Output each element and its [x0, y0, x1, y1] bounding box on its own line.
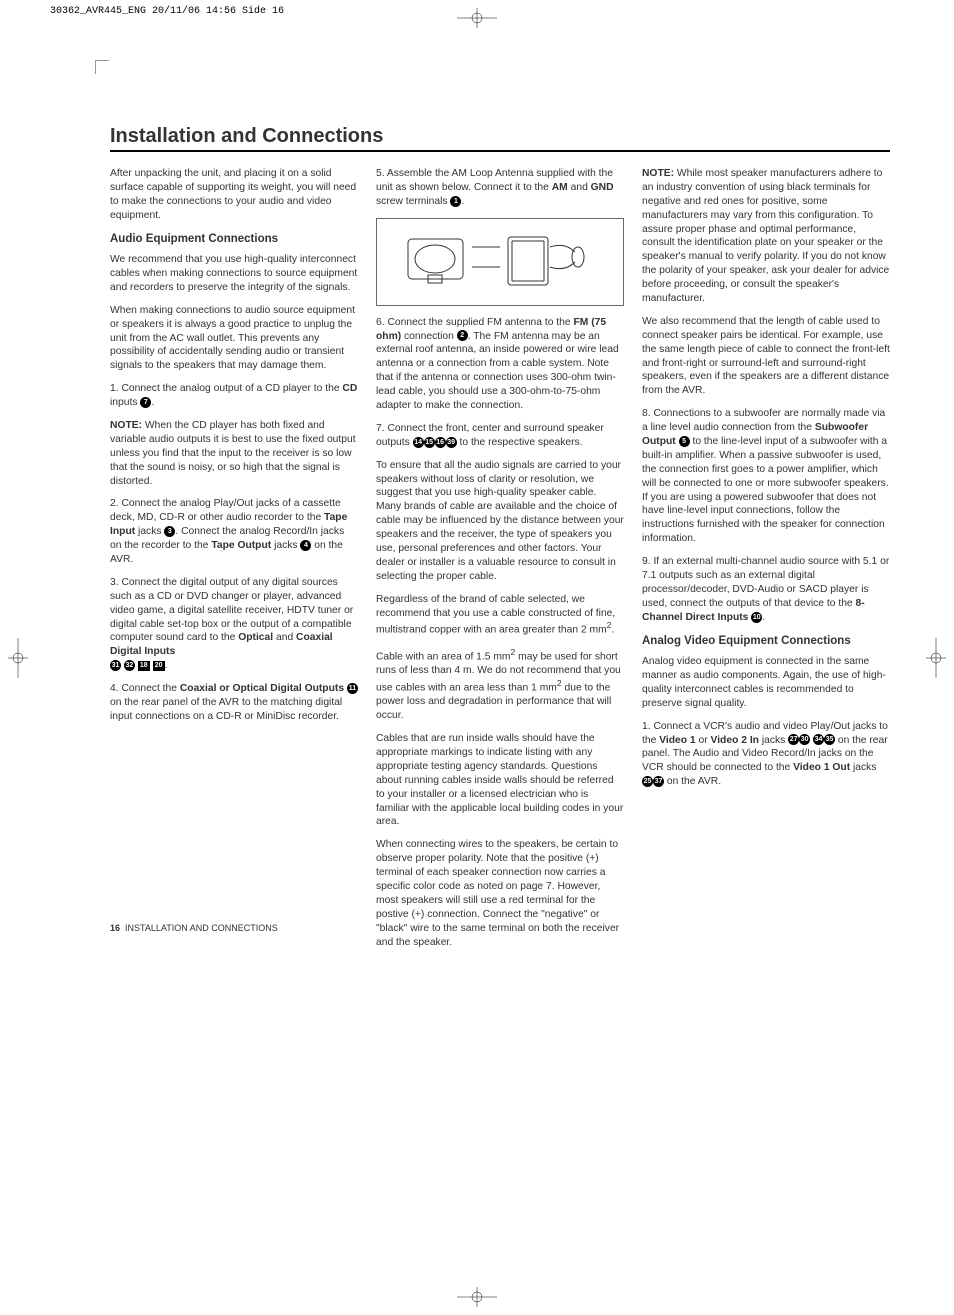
label: Video 2 In [711, 735, 759, 746]
text: jacks [135, 526, 164, 537]
step-7: 7. Connect the front, center and surroun… [376, 422, 624, 450]
text: . [611, 625, 614, 636]
heading-video-connections: Analog Video Equipment Connections [642, 634, 890, 650]
ref-icon: 3 [164, 526, 175, 537]
heading-audio-connections: Audio Equipment Connections [110, 232, 358, 248]
ref-icon: 25 [642, 776, 653, 787]
ref-icon: 18 [138, 661, 150, 671]
label: Tape Output [211, 540, 271, 551]
ref-icon: 32 [124, 660, 135, 671]
text: to the line-level input of a subwoofer w… [642, 436, 889, 544]
text: or [696, 735, 711, 746]
text: inputs [110, 397, 140, 408]
ref-icon: 31 [110, 660, 121, 671]
paragraph: We recommend that you use high-quality i… [110, 253, 358, 295]
ref-icon: 2 [457, 330, 468, 341]
text: to the respective speakers. [457, 437, 583, 448]
registration-mark-right [926, 638, 946, 678]
ref-icon: 10 [751, 612, 762, 623]
paragraph: To ensure that all the audio signals are… [376, 459, 624, 584]
text: 6. Connect the supplied FM antenna to th… [376, 317, 574, 328]
ref-icon: 39 [446, 437, 457, 448]
text: on the rear panel of the AVR to the matc… [110, 697, 342, 722]
label-note: NOTE: [110, 420, 142, 431]
section-title: Installation and Connections [110, 125, 890, 152]
paragraph: We also recommend that the length of cab… [642, 315, 890, 398]
registration-mark-top [457, 8, 497, 28]
text: When the CD player has both fixed and va… [110, 420, 356, 487]
label: Coaxial or Optical Digital Outputs [180, 683, 347, 694]
text: While most speaker manufacturers adhere … [642, 168, 889, 304]
intro-paragraph: After unpacking the unit, and placing it… [110, 167, 358, 223]
ref-icon: 11 [347, 683, 358, 694]
text: connection [401, 331, 457, 342]
text: . The FM antenna may be an external roof… [376, 331, 619, 411]
registration-mark-bottom [457, 1287, 497, 1307]
text: and [273, 632, 296, 643]
ref-icon: 14 [413, 437, 424, 448]
step-6: 6. Connect the supplied FM antenna to th… [376, 316, 624, 413]
ref-icon: 34 [813, 734, 824, 745]
label-note: NOTE: [642, 168, 674, 179]
step-5: 5. Assemble the AM Loop Antenna supplied… [376, 167, 624, 209]
footer-label: INSTALLATION AND CONNECTIONS [125, 923, 278, 933]
note-paragraph: NOTE: When the CD player has both fixed … [110, 419, 358, 488]
label: GND [591, 182, 614, 193]
ref-icon: 15 [424, 437, 435, 448]
text: 4. Connect the [110, 683, 180, 694]
text: 9. If an external multi-channel audio so… [642, 556, 889, 609]
ref-icon: 1 [450, 196, 461, 207]
page-number: 16 [110, 923, 120, 933]
ref-icon: 7 [140, 397, 151, 408]
print-job-tag: 30362_AVR445_ENG 20/11/06 14:56 Side 16 [50, 6, 284, 17]
text: screw terminals [376, 196, 450, 207]
page-footer: 16 INSTALLATION AND CONNECTIONS [110, 923, 278, 933]
text: Regardless of the brand of cable selecte… [376, 594, 615, 636]
text: 2. Connect the analog Play/Out jacks of … [110, 498, 341, 523]
text: Cable with an area of 1.5 mm [376, 651, 511, 662]
label: Video 1 [659, 735, 695, 746]
crop-corner [95, 60, 109, 74]
column-2: 5. Assemble the AM Loop Antenna supplied… [376, 167, 624, 958]
registration-mark-left [8, 638, 28, 678]
ref-icon: 37 [653, 776, 664, 787]
column-3: NOTE: While most speaker manufacturers a… [642, 167, 890, 958]
step-9: 9. If an external multi-channel audio so… [642, 555, 890, 624]
ref-icon: 27 [788, 734, 799, 745]
ref-icon: 35 [824, 734, 835, 745]
ref-icon: 4 [300, 540, 311, 551]
paragraph: Cables that are run inside walls should … [376, 732, 624, 829]
paragraph: Analog video equipment is connected in t… [642, 655, 890, 711]
text: and [568, 182, 591, 193]
ref-icon: 20 [153, 661, 165, 671]
ref-icon: 16 [435, 437, 446, 448]
text: on the AVR. [664, 776, 721, 787]
note-paragraph: NOTE: While most speaker manufacturers a… [642, 167, 890, 306]
text: 1. Connect the analog output of a CD pla… [110, 383, 342, 394]
column-1: After unpacking the unit, and placing it… [110, 167, 358, 958]
page-content: Installation and Connections After unpac… [110, 55, 890, 958]
label-cd: CD [342, 383, 357, 394]
paragraph: Cable with an area of 1.5 mm2 may be use… [376, 647, 624, 723]
label: AM [552, 182, 568, 193]
step-8: 8. Connections to a subwoofer are normal… [642, 407, 890, 546]
step-1: 1. Connect the analog output of a CD pla… [110, 382, 358, 410]
paragraph: When making connections to audio source … [110, 304, 358, 373]
step-3: 3. Connect the digital output of any dig… [110, 576, 358, 673]
body-columns: After unpacking the unit, and placing it… [110, 167, 890, 958]
text: jacks [850, 762, 876, 773]
label: Optical [238, 632, 273, 643]
text: jacks [271, 540, 300, 551]
text: jacks [759, 735, 788, 746]
step-4: 4. Connect the Coaxial or Optical Digita… [110, 682, 358, 724]
ref-icon: 5 [679, 436, 690, 447]
label: Video 1 Out [793, 762, 850, 773]
video-step-1: 1. Connect a VCR's audio and video Play/… [642, 720, 890, 789]
antenna-diagram [376, 218, 624, 306]
paragraph: Regardless of the brand of cable selecte… [376, 593, 624, 638]
step-2: 2. Connect the analog Play/Out jacks of … [110, 497, 358, 566]
ref-icon: 30 [799, 734, 810, 745]
paragraph: When connecting wires to the speakers, b… [376, 838, 624, 949]
